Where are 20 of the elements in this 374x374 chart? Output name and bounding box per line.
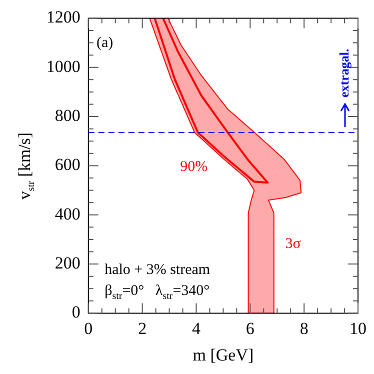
x-tick-label: 0 [84, 318, 93, 338]
y-tick-label: 0 [72, 302, 80, 322]
annotation: 90% [180, 158, 208, 175]
y-tick-label: 1000 [46, 56, 80, 76]
annotation: β$_{str}$=0° λ$_{str}$=340° [104, 282, 210, 302]
y-tick-label: 1200 [46, 8, 80, 27]
y-tick-label: 200 [54, 254, 80, 272]
y-tick-label: 800 [54, 106, 80, 125]
annotation: 3σ [285, 236, 301, 252]
x-axis-title: m [GeV] [192, 345, 254, 364]
ref-line-label: extragal. [336, 48, 352, 98]
x-tick-label: 6 [246, 318, 254, 338]
x-tick-label: 10 [350, 318, 366, 338]
y-tick-label: 600 [54, 155, 80, 174]
x-tick-label: 2 [138, 318, 147, 338]
annotation: halo + 3% stream [104, 262, 210, 278]
annotation: (a) [96, 34, 114, 51]
x-tick-label: 8 [300, 318, 308, 338]
x-tick-label: 4 [192, 318, 201, 338]
y-tick-label: 400 [54, 204, 80, 224]
